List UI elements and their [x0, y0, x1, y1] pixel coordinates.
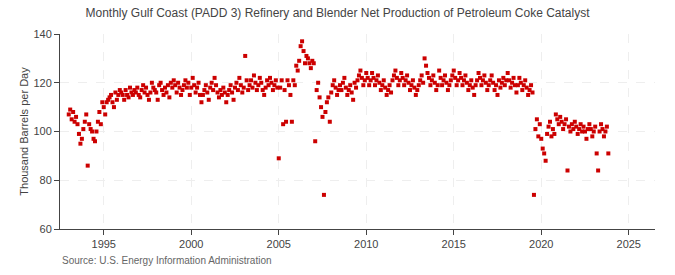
svg-text:60: 60 [40, 223, 52, 235]
svg-text:2010: 2010 [354, 238, 378, 250]
svg-text:2000: 2000 [179, 238, 203, 250]
svg-text:Thousand Barrels per Day: Thousand Barrels per Day [18, 67, 30, 196]
svg-text:140: 140 [33, 28, 51, 40]
svg-text:2025: 2025 [617, 238, 641, 250]
svg-text:2005: 2005 [267, 238, 291, 250]
svg-text:Source: U.S. Energy Informatio: Source: U.S. Energy Information Administ… [62, 255, 272, 266]
svg-text:100: 100 [33, 125, 51, 137]
svg-text:2015: 2015 [442, 238, 466, 250]
svg-text:80: 80 [40, 174, 52, 186]
svg-text:2020: 2020 [529, 238, 553, 250]
svg-text:120: 120 [33, 77, 51, 89]
svg-text:1995: 1995 [92, 238, 116, 250]
svg-text:Monthly Gulf Coast (PADD 3) Re: Monthly Gulf Coast (PADD 3) Refinery and… [86, 6, 591, 20]
